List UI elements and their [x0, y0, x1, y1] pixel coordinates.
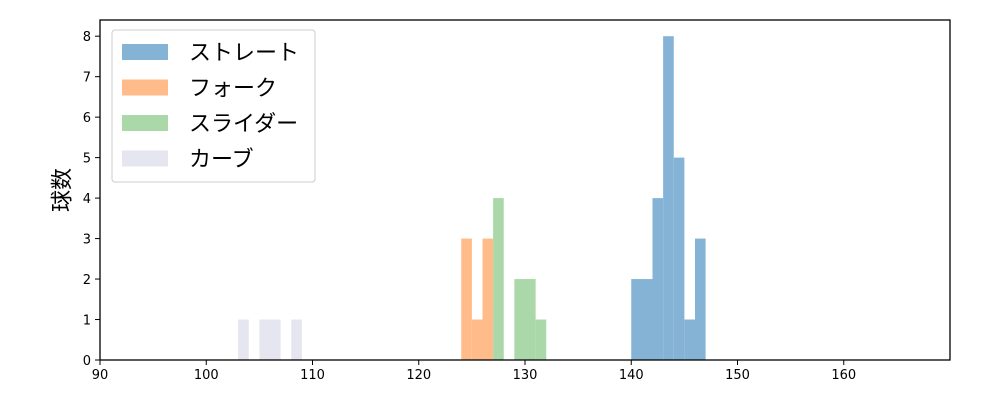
y-tick-label-0: 0: [83, 354, 91, 369]
bar-3-0: [238, 319, 249, 360]
y-tick-label-3: 3: [83, 233, 91, 248]
x-axis: 90 100 110 120 130 140 150 160: [92, 360, 856, 383]
legend-box: [111, 29, 316, 183]
bar-0-5: [695, 238, 706, 360]
x-tick-label-7: 160: [831, 368, 856, 383]
bar-0-3: [673, 157, 685, 360]
legend-swatch-1: [122, 79, 168, 96]
x-tick-label-3: 120: [406, 368, 431, 383]
y-tick-label-7: 7: [83, 71, 91, 86]
x-tick-label-1: 100: [194, 368, 219, 383]
bar-3-2: [291, 319, 302, 360]
bar-0-0: [631, 279, 653, 360]
y-tick-label-4: 4: [83, 192, 91, 207]
legend-label-1: フォーク: [189, 77, 277, 102]
legend-swatch-0: [122, 44, 168, 60]
bar-3-1: [259, 319, 281, 360]
x-tick-label-0: 90: [92, 368, 109, 383]
y-tick-label-2: 2: [83, 273, 91, 288]
legend-label-0: ストレート: [189, 41, 299, 66]
x-tick-label-5: 140: [619, 368, 644, 383]
bar-1-2: [482, 238, 494, 360]
bar-2-2: [535, 319, 547, 360]
bar-1-1: [471, 319, 483, 360]
legend-label-3: カーブ: [189, 148, 254, 173]
y-tick-label-6: 6: [83, 111, 91, 126]
legend-swatch-3: [122, 150, 168, 167]
legend-swatch-2: [122, 115, 168, 131]
x-tick-label-2: 110: [300, 368, 325, 383]
bar-1-0: [461, 238, 472, 360]
legend-label-2: スライダー: [189, 112, 298, 137]
bar-2-0: [493, 198, 504, 360]
y-axis: 0 1 2 3 4 5 6 7 8: [83, 30, 100, 369]
bar-0-2: [663, 36, 674, 360]
bar-2-1: [514, 279, 536, 360]
y-tick-label-1: 1: [83, 314, 91, 329]
bar-0-4: [684, 319, 695, 360]
bars-layer: [238, 36, 706, 360]
bar-0-1: [652, 198, 664, 360]
y-axis-label: 球数: [51, 168, 76, 212]
x-tick-label-4: 130: [513, 368, 538, 383]
y-tick-label-8: 8: [83, 30, 91, 45]
y-tick-label-5: 5: [83, 152, 91, 167]
x-tick-label-6: 150: [725, 368, 750, 383]
